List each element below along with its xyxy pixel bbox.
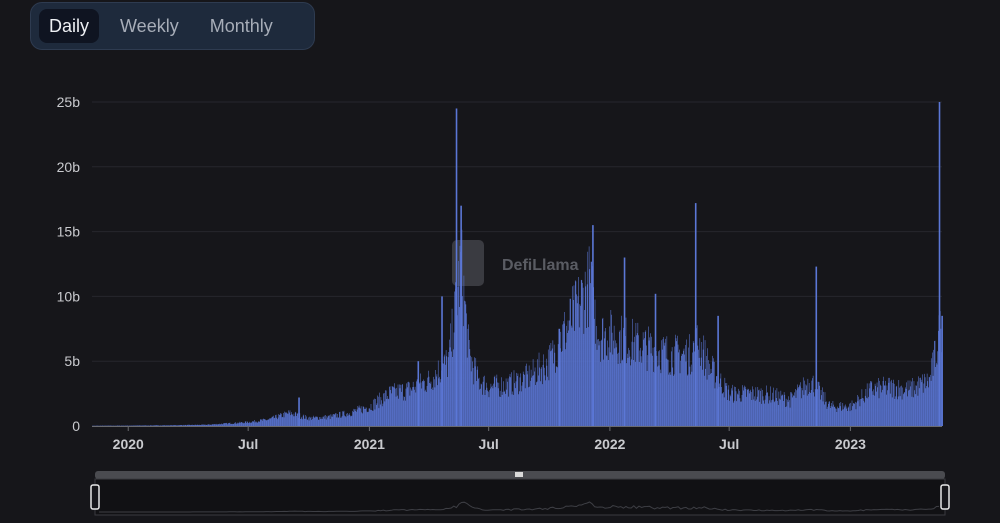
y-tick-label: 5b [64, 353, 80, 369]
zoom-handle-left[interactable] [90, 484, 100, 510]
x-tick-label: Jul [479, 436, 499, 452]
mini-chart-line [99, 501, 940, 513]
spike-bar [441, 296, 443, 426]
watermark: DefiLlama [452, 240, 579, 286]
spike-bar [938, 102, 941, 426]
zoom-slider[interactable] [90, 471, 950, 516]
x-tick-label: Jul [719, 436, 739, 452]
y-tick-label: 0 [72, 418, 80, 434]
zoom-grip-icon[interactable] [515, 472, 523, 477]
spike-bar [694, 203, 697, 426]
x-tick-label: 2021 [354, 436, 385, 452]
spike-bar [815, 266, 818, 426]
x-tick-label: 2023 [835, 436, 866, 452]
daily-volume-bars [92, 229, 943, 426]
tab-monthly[interactable]: Monthly [209, 16, 273, 36]
spike-bar [623, 257, 626, 426]
zoom-handle-right[interactable] [940, 484, 950, 510]
tab-daily[interactable]: Daily [39, 9, 100, 43]
interval-tabs: Daily Weekly Monthly [30, 2, 315, 50]
spike-bar [417, 361, 420, 426]
y-tick-label: 25b [57, 94, 81, 110]
y-axis: 0 5b 10b 15b 20b 25b [57, 94, 81, 434]
x-tick-label: Jul [238, 436, 258, 452]
grid-lines [92, 101, 942, 362]
x-axis: 2020 Jul 2021 Jul 2022 Jul 2023 [92, 426, 942, 452]
watermark-text: DefiLlama [502, 257, 579, 274]
spike-bar [298, 397, 300, 426]
spike-bar [455, 108, 458, 426]
spike-bar [592, 225, 594, 426]
x-tick-label: 2022 [594, 436, 625, 452]
x-tick-label: 2020 [113, 436, 144, 452]
y-tick-label: 20b [57, 159, 81, 175]
y-tick-label: 15b [57, 224, 81, 240]
spike-bar [717, 315, 719, 426]
spike-bar [654, 293, 657, 426]
bars [92, 102, 943, 426]
y-tick-label: 10b [57, 288, 81, 304]
spike-bar [941, 315, 943, 426]
spike-bar [460, 205, 462, 426]
tab-weekly[interactable]: Weekly [120, 16, 179, 36]
spike-bar [558, 328, 561, 426]
